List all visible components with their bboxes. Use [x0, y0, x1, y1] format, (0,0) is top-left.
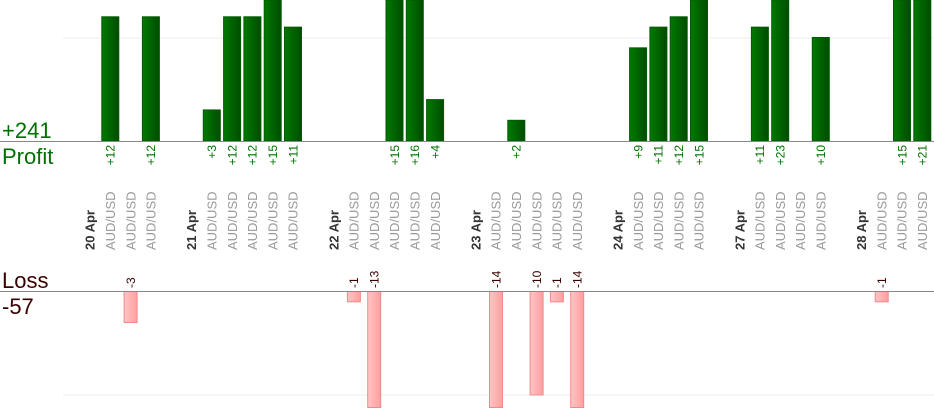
profit-bar [649, 26, 668, 142]
profit-bar [223, 16, 242, 142]
date-label: 23 Apr [468, 210, 483, 250]
profit-bar [629, 47, 648, 142]
pair-label: AUD/USD [428, 191, 443, 250]
profit-bar [385, 0, 404, 142]
profit-bar [405, 0, 424, 142]
loss-value-label: -10 [530, 270, 544, 288]
profit-bar [507, 119, 526, 142]
profit-bar [913, 0, 932, 142]
profit-value-label: +15 [895, 145, 909, 166]
pair-label: AUD/USD [123, 191, 138, 250]
date-label: 28 Apr [854, 210, 869, 250]
profit-total: +241 [2, 118, 52, 143]
pair-label: AUD/USD [489, 191, 504, 250]
pair-label: AUD/USD [550, 191, 565, 250]
pair-label: AUD/USD [753, 191, 768, 250]
profit-value-label: +15 [692, 145, 706, 166]
loss-total: -57 [2, 294, 34, 319]
profit-bar [669, 16, 688, 142]
pair-label: AUD/USD [407, 191, 422, 250]
loss-bar [123, 291, 138, 324]
loss-value-label: -14 [571, 270, 585, 288]
profit-bar [243, 16, 262, 142]
profit-value-label: +21 [916, 145, 930, 166]
pair-label: AUD/USD [671, 191, 686, 250]
pair-label: AUD/USD [347, 191, 362, 250]
profit-bar [893, 0, 911, 142]
pair-label: AUD/USD [265, 191, 280, 250]
loss-value-label: -1 [550, 277, 564, 288]
profit-value-label: +4 [428, 145, 442, 159]
profit-value-label: +12 [225, 145, 239, 166]
pair-label: AUD/USD [874, 191, 889, 250]
loss-bar [489, 291, 503, 408]
profit-bar [750, 26, 769, 142]
profit-bar [202, 109, 221, 142]
loss-value-label: -1 [347, 277, 361, 288]
pair-label: AUD/USD [651, 191, 666, 250]
pair-label: AUD/USD [692, 191, 707, 250]
profit-value-label: +12 [144, 145, 158, 166]
date-label: 22 Apr [326, 210, 341, 250]
pair-label: AUD/USD [793, 191, 808, 250]
loss-bar [549, 291, 564, 303]
pair-label: AUD/USD [509, 191, 524, 250]
profit-bar [771, 0, 790, 142]
pair-label: AUD/USD [367, 191, 382, 250]
profit-value-label: +9 [631, 145, 645, 159]
profit-value-label: +16 [408, 145, 422, 166]
pair-label: AUD/USD [915, 191, 930, 250]
profit-value-label: +12 [246, 145, 260, 166]
loss-value-label: -3 [124, 277, 138, 288]
profit-value-label: +12 [104, 145, 118, 166]
profit-bar [141, 16, 160, 142]
date-label: 21 Apr [184, 210, 199, 250]
profit-value-label: +15 [266, 145, 280, 166]
pair-label: AUD/USD [895, 191, 910, 250]
profit-bar [263, 0, 282, 142]
profit-value-label: +2 [510, 145, 524, 159]
pair-label: AUD/USD [813, 191, 828, 250]
profit-value-label: +3 [205, 145, 219, 159]
date-label: 20 Apr [83, 210, 98, 250]
loss-label: Loss [2, 268, 48, 293]
profit-bar [101, 16, 120, 142]
loss-bar [346, 291, 361, 303]
loss-bar [367, 291, 382, 408]
pair-label: AUD/USD [103, 191, 118, 250]
loss-value-label: -14 [489, 270, 503, 288]
pair-label: AUD/USD [204, 191, 219, 250]
profit-label: Profit [2, 144, 53, 169]
profit-value-label: +15 [388, 145, 402, 166]
pair-label: AUD/USD [286, 191, 301, 250]
profit-bar [284, 26, 302, 142]
loss-bar [529, 291, 544, 396]
profit-bar [811, 37, 830, 142]
profit-value-label: +11 [652, 145, 666, 165]
pair-label: AUD/USD [225, 191, 240, 250]
profit-bar [426, 99, 445, 142]
profit-value-label: +23 [774, 145, 788, 166]
pair-label: AUD/USD [144, 191, 159, 250]
date-label: 27 Apr [732, 210, 747, 250]
pair-label: AUD/USD [245, 191, 260, 250]
profit-value-label: +11 [753, 145, 767, 165]
pair-label: AUD/USD [773, 191, 788, 250]
profit-value-label: +11 [286, 145, 300, 165]
profit-value-label: +10 [814, 145, 828, 166]
loss-bar [874, 291, 889, 303]
profit-value-label: +12 [672, 145, 686, 166]
date-label: 24 Apr [610, 210, 625, 250]
pair-label: AUD/USD [387, 191, 402, 250]
loss-value-label: -13 [368, 270, 382, 288]
loss-value-label: -1 [875, 277, 889, 288]
loss-bar [570, 291, 585, 408]
pair-label: AUD/USD [529, 191, 544, 250]
pair-label: AUD/USD [631, 191, 646, 250]
pair-label: AUD/USD [570, 191, 585, 250]
profit-bar [690, 0, 708, 142]
